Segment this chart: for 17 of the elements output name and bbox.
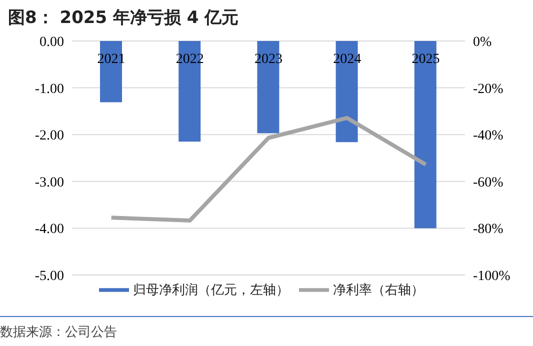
legend-label: 归母净利润（亿元，左轴） (133, 283, 289, 298)
y2-tick-label: -20% (473, 82, 504, 97)
y-tick-label: -2.00 (34, 128, 64, 144)
chart-title: 图8： 2025 年净亏损 4 亿元 (7, 7, 240, 30)
y-tick-label: -4.00 (34, 222, 64, 238)
y2-tick-label: -80% (473, 222, 504, 238)
y-tick-label: 0.00 (40, 34, 64, 50)
y2-tick-label: -40% (473, 128, 504, 144)
y-tick-label: -1.00 (34, 82, 64, 97)
y-tick-label: -5.00 (34, 268, 64, 284)
y2-tick-label: -60% (473, 175, 504, 190)
source-note: 数据来源：公司公告 (0, 324, 118, 341)
y2-tick-label: -100% (473, 268, 511, 284)
line-series (109, 116, 428, 222)
y-tick-label: -3.00 (34, 175, 64, 190)
y2-tick-label: 0% (473, 34, 492, 50)
legend-label: 净利率（右轴） (333, 283, 424, 298)
